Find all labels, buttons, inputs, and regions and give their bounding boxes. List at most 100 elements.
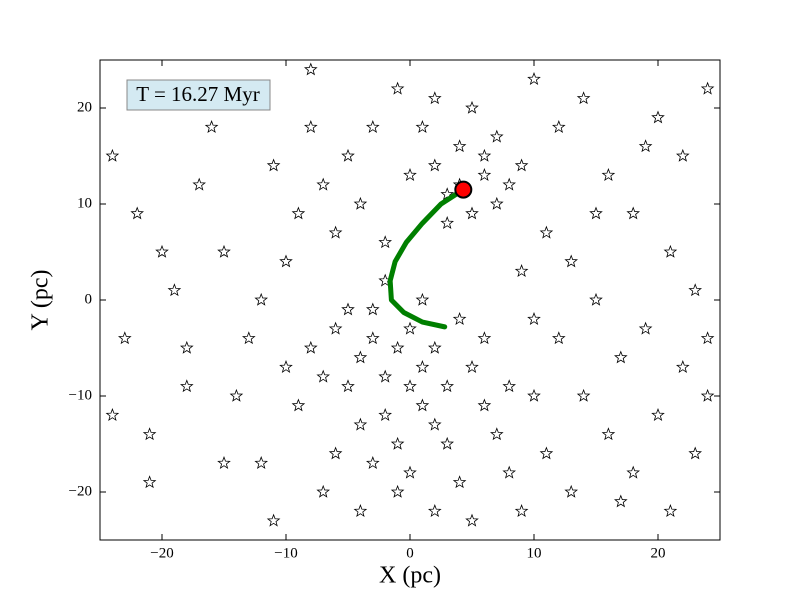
star-point	[328, 321, 343, 335]
star-point	[254, 456, 268, 469]
star-point	[353, 417, 368, 431]
star-point	[589, 206, 603, 220]
star-point	[527, 312, 541, 325]
star-point	[415, 120, 430, 133]
star-point	[403, 321, 417, 335]
star-point	[490, 129, 504, 143]
star-point	[304, 120, 318, 133]
star-point	[514, 158, 529, 172]
star-point	[440, 436, 454, 450]
star-point	[552, 331, 566, 345]
star-point	[589, 292, 603, 306]
star-point	[700, 388, 715, 402]
star-point	[638, 139, 653, 153]
star-point	[403, 168, 417, 181]
star-point	[180, 340, 194, 354]
star-point	[428, 504, 442, 517]
star-point	[341, 302, 355, 316]
x-axis-label: X (pc)	[379, 563, 441, 589]
star-point	[390, 436, 405, 450]
star-point	[155, 244, 169, 258]
cluster-center	[454, 180, 473, 199]
star-point	[564, 484, 578, 498]
star-point	[601, 427, 616, 441]
star-point	[366, 456, 380, 469]
y-tick-label: −20	[69, 483, 92, 499]
plot-marks	[105, 62, 715, 527]
star-point	[328, 225, 343, 239]
y-tick-label: −10	[69, 387, 92, 403]
star-point	[477, 168, 492, 181]
star-point	[552, 120, 566, 133]
star-point	[378, 235, 392, 249]
star-point	[477, 398, 492, 412]
star-point	[651, 408, 665, 421]
star-point	[180, 379, 194, 393]
star-point	[415, 360, 430, 373]
x-tick-label: −10	[274, 545, 297, 561]
star-point	[204, 120, 219, 133]
star-point	[130, 206, 144, 220]
star-point	[440, 379, 454, 393]
star-point	[440, 216, 454, 229]
star-point	[700, 81, 715, 95]
star-point	[576, 91, 591, 105]
star-point	[676, 360, 690, 373]
star-point	[316, 177, 330, 191]
star-point	[490, 427, 504, 441]
star-point	[254, 292, 268, 306]
star-point	[242, 331, 256, 345]
star-point	[403, 379, 417, 393]
star-point	[378, 408, 392, 421]
star-point	[366, 331, 380, 345]
star-point	[291, 206, 306, 220]
x-tick-label: −20	[150, 545, 173, 561]
star-point	[452, 312, 467, 325]
star-point	[403, 465, 417, 479]
star-point	[428, 91, 442, 105]
star-point	[527, 388, 541, 402]
star-point	[105, 408, 120, 421]
star-point	[341, 379, 355, 393]
star-point	[676, 148, 690, 162]
x-tick-label: 10	[527, 545, 542, 561]
star-point	[390, 340, 405, 354]
annotation: T = 16.27 Myr	[136, 82, 259, 106]
star-point	[514, 504, 529, 517]
star-point	[428, 417, 442, 431]
star-point	[304, 340, 318, 354]
star-point	[477, 148, 492, 162]
x-tick-label: 20	[651, 545, 666, 561]
star-point	[316, 369, 330, 383]
star-point	[353, 504, 368, 517]
star-point	[490, 196, 504, 210]
x-tick-label: 0	[406, 545, 414, 561]
star-point	[353, 350, 368, 364]
y-axis-label: Y (pc)	[28, 269, 54, 330]
star-point	[688, 446, 702, 460]
star-point	[142, 427, 157, 441]
y-tick-label: 0	[85, 291, 93, 307]
y-tick-label: 20	[77, 99, 92, 115]
star-point	[341, 148, 355, 162]
star-point	[527, 72, 541, 85]
star-point	[415, 398, 430, 412]
star-point	[700, 331, 715, 345]
star-point	[663, 244, 678, 258]
star-point	[279, 254, 293, 268]
star-point	[366, 302, 380, 316]
star-point	[663, 504, 678, 517]
star-point	[601, 168, 616, 181]
star-point	[167, 283, 182, 297]
star-point	[415, 292, 430, 306]
star-point	[390, 81, 405, 95]
star-point	[266, 158, 281, 172]
star-point	[316, 484, 330, 498]
star-point	[279, 360, 293, 373]
star-point	[118, 331, 132, 345]
star-point	[614, 350, 628, 364]
star-point	[328, 446, 343, 460]
star-point	[465, 100, 479, 114]
star-point	[304, 62, 318, 76]
star-point	[366, 120, 380, 133]
